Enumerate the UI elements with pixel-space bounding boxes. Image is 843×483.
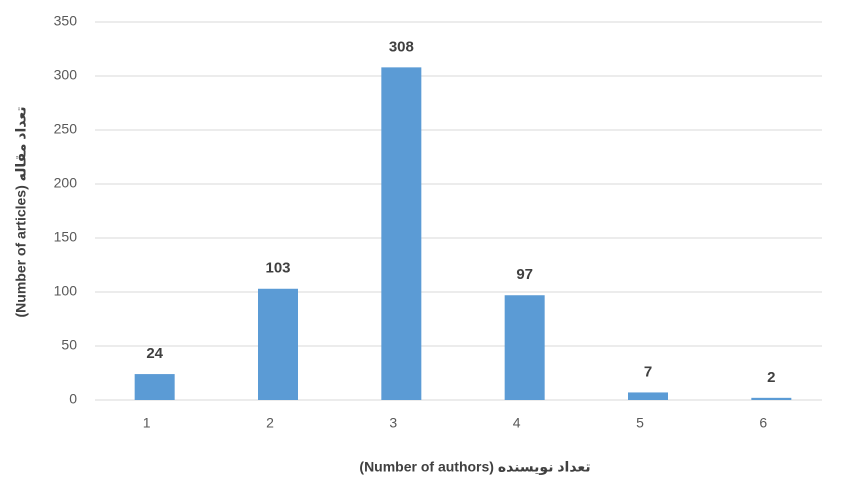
- y-tick-label: 200: [54, 175, 78, 191]
- y-tick-label: 300: [54, 67, 78, 83]
- bar: [504, 295, 545, 400]
- bar: [751, 397, 792, 400]
- value-label: 103: [265, 260, 290, 277]
- value-label: 24: [146, 345, 163, 362]
- value-label: 2: [767, 369, 775, 386]
- value-label: 97: [516, 266, 533, 283]
- y-axis-title: (Number of articles) تعداد مقاله: [13, 106, 29, 317]
- x-axis-title: (Number of authors) تعداد نویسنده: [359, 459, 590, 476]
- value-label: 7: [644, 363, 652, 380]
- y-tick-label: 350: [54, 13, 78, 29]
- x-tick-label: 2: [266, 415, 274, 431]
- bar: [134, 374, 175, 400]
- x-tick-label: 3: [389, 415, 397, 431]
- bar: [628, 392, 668, 400]
- x-tick-label: 4: [513, 415, 521, 431]
- y-tick-label: 250: [54, 121, 78, 137]
- bar: [258, 288, 298, 400]
- bar: [381, 67, 422, 401]
- x-tick-label: 6: [759, 415, 767, 431]
- y-tick-label: 100: [54, 283, 78, 299]
- y-tick-label: 50: [61, 337, 77, 353]
- x-tick-label: 5: [636, 415, 644, 431]
- value-label: 308: [389, 38, 414, 55]
- y-tick-label: 0: [69, 391, 77, 407]
- x-tick-label: 1: [143, 415, 151, 431]
- y-tick-label: 150: [54, 229, 78, 245]
